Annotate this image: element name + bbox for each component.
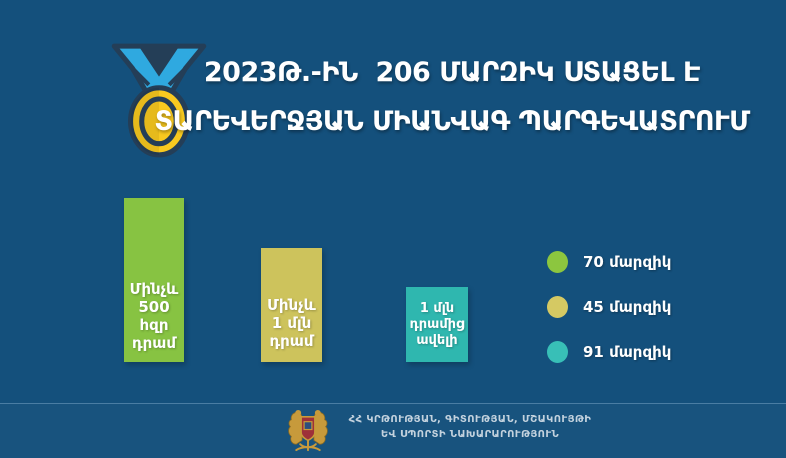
title-line-2: ՏԱՐԵՎԵՐՋՅԱՆ ՄԻԱՆՎԱԳ ՊԱՐԳԵՎԱՏՐՈՒՄ — [154, 106, 750, 137]
armenia-coat-of-arms-icon — [288, 409, 328, 452]
legend-label: 91 մարզիկ — [583, 343, 672, 361]
bar-under-1m-dram: Մինչև 1 մլն դրամ — [261, 248, 322, 362]
legend-label: 70 մարզիկ — [583, 253, 672, 271]
ministry-credit: ՀՀ ԿՐԹՈՒԹՅԱՆ, ԳԻՏՈՒԹՅԱՆ, ՄՇԱԿՈՒՅԹԻ ԵՎ ՍՊՈ… — [340, 412, 600, 442]
bar-label: Մինչև — [267, 296, 316, 314]
bar-label: ավելի — [416, 332, 458, 348]
bar-label: դրամ — [132, 334, 176, 352]
legend-item-45: 45 մարզիկ — [547, 296, 671, 318]
bar-label: Մինչև — [129, 280, 179, 298]
medal-icon — [111, 43, 207, 158]
legend: 70 մարզիկ 45 մարզիկ 91 մարզիկ — [547, 251, 671, 386]
bar-under-500k-dram: Մինչև 500 հզր դրամ — [124, 198, 184, 362]
teal-dot-icon — [547, 341, 568, 363]
yellow-dot-icon — [547, 296, 568, 318]
green-dot-icon — [547, 251, 568, 273]
page-title: 2023Թ.-ԻՆ 206 ՄԱՐԶԻԿ ՍՏԱՑԵԼ Է ՏԱՐԵՎԵՐՋՅԱՆ… — [152, 48, 752, 146]
legend-item-70: 70 մարզիկ — [547, 251, 671, 273]
bar-label: 1 մլն — [419, 300, 455, 316]
bar-label: 1 մլն — [271, 314, 312, 332]
legend-label: 45 մարզիկ — [583, 298, 672, 316]
footer-divider — [0, 403, 786, 404]
title-line-1: 2023Թ.-ԻՆ 206 ՄԱՐԶԻԿ ՍՏԱՑԵԼ Է — [203, 57, 701, 88]
bar-over-1m-dram: 1 մլն դրամից ավելի — [406, 287, 468, 362]
legend-item-91: 91 մարզիկ — [547, 341, 671, 363]
ministry-line-1: ՀՀ ԿՐԹՈՒԹՅԱՆ, ԳԻՏՈՒԹՅԱՆ, ՄՇԱԿՈՒՅԹԻ — [348, 414, 592, 425]
bar-label: դրամ — [269, 332, 314, 350]
ministry-line-2: ԵՎ ՍՊՈՐՏԻ ՆԱԽԱՐԱՐՈՒԹՅՈՒՆ — [380, 429, 560, 440]
bar-label: 500 հզր — [138, 298, 170, 334]
bar-label: դրամից — [409, 316, 465, 332]
